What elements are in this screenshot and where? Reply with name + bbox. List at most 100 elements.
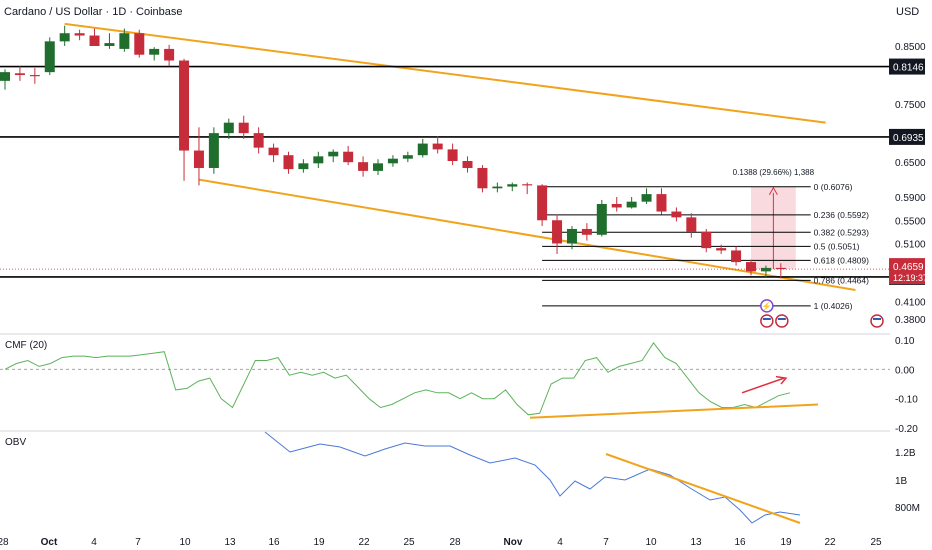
measure-arrowhead [768,186,778,196]
time-tick-label: 10 [645,537,657,548]
time-tick-label: 4 [557,537,563,548]
countdown-label: 12:19:37 [893,273,928,283]
time-tick-label: 16 [268,537,280,548]
candle [193,127,204,186]
fib-label: 1 (0.4026) [814,301,853,311]
flag-stripe [762,318,771,320]
price-tick-label: 0.6500 [895,158,926,169]
level-tag [889,58,925,75]
candle [596,199,607,237]
candle [89,28,100,46]
obv-line [264,431,801,524]
obv-trendline[interactable] [605,453,801,524]
obv-title: OBV [5,437,26,448]
lightning-icon[interactable] [760,299,774,313]
candle [477,165,488,193]
candle [164,44,175,67]
fib-label: 0.786 (0.4464) [814,275,869,285]
time-tick-label: Nov [504,537,523,548]
obv-tick-label: 1B [895,476,908,487]
last-price-tag [889,258,925,285]
time-tick-label: 25 [870,537,882,548]
candle [701,228,712,253]
trendline[interactable] [198,178,856,291]
candle [447,143,458,166]
candle [552,214,563,254]
candle [656,188,667,215]
obv-series [264,431,801,524]
cmf-tick-label: 0.10 [895,336,915,347]
candle [775,263,786,279]
candle [14,66,25,81]
level-tag-label: 0.6935 [893,133,924,144]
time-tick-label: 25 [403,537,415,548]
candle [626,197,637,209]
us-flag-icon[interactable] [775,314,789,328]
price-tick-label: 0.5900 [895,193,926,204]
candle [149,47,160,61]
candle [208,127,219,174]
candle [492,182,503,193]
chart-title: Cardano / US Dollar · 1D · Coinbase [4,6,183,18]
cmf-axis: 0.10 0.00 -0.10 -0.20 [895,336,918,435]
candle [760,265,771,278]
cmf-arrow [741,377,785,394]
fib-label: 0.236 (0.5592) [814,210,869,220]
price-axis: 0.8500 0.7500 0.6500 0.5900 0.5500 0.5100 0.41… [895,42,926,326]
candle [119,28,130,52]
time-tick-label: 10 [179,537,191,548]
candle [238,115,249,139]
time-axis[interactable]: 28 Oct 4 7 10 13 16 19 22 25 28 Nov 4 7 10 13 16 19 22 25 [0,537,882,548]
time-tick-label: 7 [135,537,141,548]
time-tick-label: 13 [224,537,236,548]
candle [387,155,398,167]
measure-range: 0.1388 (29.66%) 1,388 [733,168,815,270]
candle [566,226,577,250]
time-tick-label: 7 [603,537,609,548]
cmf-tick-label: 0.00 [895,365,915,376]
cmf-series [0,342,890,419]
obv-tick-label: 1.2B [895,448,916,459]
time-tick-label: 22 [358,537,370,548]
candles [0,25,786,279]
cmf-trendline[interactable] [529,403,819,419]
time-tick-label: 19 [313,537,325,548]
candle [581,223,592,241]
candle [0,69,10,90]
cmf-line [4,342,791,416]
fib-label: 0.5 (0.5051) [814,241,860,251]
candle [358,156,369,177]
candle [641,188,652,204]
cmf-tick-label: -0.10 [895,395,918,406]
candle [402,151,413,163]
event-icons: ⚡ [760,299,884,328]
level-tag-label: 0.8146 [893,63,924,74]
measure-label: 0.1388 (29.66%) 1,388 [733,168,815,177]
candle [253,127,264,154]
time-tick-label: 28 [449,537,461,548]
price-tick-label: 0.8500 [895,42,926,53]
flag-stripe [873,318,881,320]
us-flag-icon[interactable] [870,314,884,328]
candle [104,33,115,49]
price-tick-label: 0.5500 [895,216,926,227]
cmf-pane: CMF (20) 0.10 0.00 -0.10 -0.20 [0,336,918,435]
candle [373,159,383,175]
time-tick-label: 22 [824,537,836,548]
candle [268,143,279,163]
cmf-arrowhead [775,375,788,385]
candle [611,197,622,212]
time-tick-label: 19 [780,537,792,548]
candle [746,259,756,276]
candle [134,29,145,58]
candle [343,145,354,166]
price-tick-label: 0.4100 [895,298,926,309]
last-price-label: 0.4659 [893,262,924,273]
trendline[interactable] [64,22,826,124]
time-tick-label: Oct [41,537,58,548]
candle [59,25,70,46]
us-flag-icon[interactable] [760,314,774,328]
fib-retracement: 0 (0.6076) 0.236 (0.5592) 0.382 (0.5293) 0.… [542,182,869,311]
